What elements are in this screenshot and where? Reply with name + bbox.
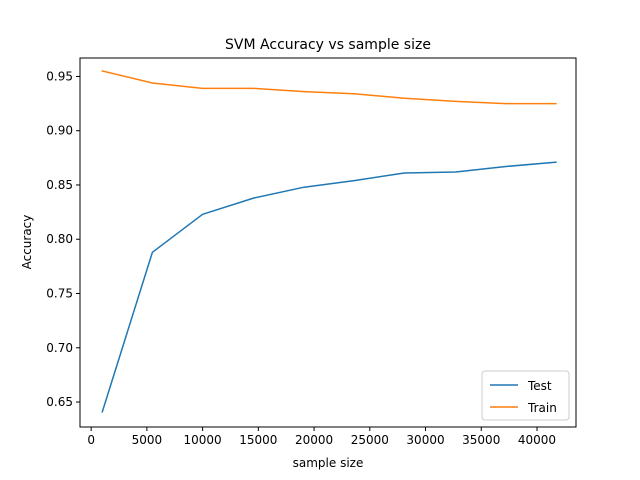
y-tick-label: 0.65: [46, 395, 73, 409]
plot-frame: [79, 57, 577, 428]
y-tick-label: 0.90: [46, 124, 73, 138]
y-tick-label: 0.75: [46, 287, 73, 301]
series-line-train: [101, 70, 557, 105]
y-tick-label: 0.70: [46, 341, 73, 355]
x-tick-label: 10000: [184, 433, 222, 447]
x-axis-label: sample size: [293, 456, 364, 470]
x-tick-label: 15000: [239, 433, 277, 447]
x-tick-label: 25000: [351, 433, 389, 447]
y-tick-label: 0.80: [46, 232, 73, 246]
legend-label-test: Test: [527, 379, 552, 393]
tick-group: 0 5000 10000 15000 20000 25000 30000 35000 40000…: [46, 69, 556, 447]
x-tick-label: 0: [87, 433, 95, 447]
plot-area: [80, 58, 576, 427]
y-tick-label: 0.95: [46, 69, 73, 83]
series-group: [101, 70, 557, 413]
series-line-test: [101, 161, 557, 413]
x-tick-label: 5000: [132, 433, 163, 447]
x-tick-label: 30000: [406, 433, 444, 447]
y-tick-label: 0.85: [46, 178, 73, 192]
legend-label-train: Train: [527, 401, 557, 415]
legend: Test Train: [481, 370, 570, 421]
x-tick-label: 35000: [462, 433, 500, 447]
y-axis-label: Accuracy: [20, 215, 34, 270]
x-tick-label: 20000: [295, 433, 333, 447]
chart-title: SVM Accuracy vs sample size: [225, 37, 431, 53]
x-tick-label: 40000: [518, 433, 556, 447]
